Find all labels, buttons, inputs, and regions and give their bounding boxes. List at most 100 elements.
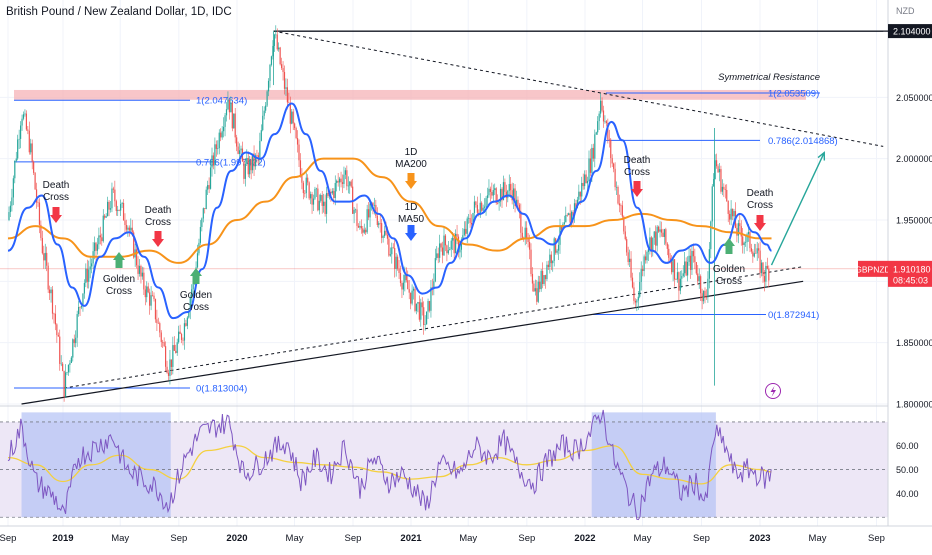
candle bbox=[571, 211, 573, 223]
candle bbox=[475, 201, 477, 205]
candle bbox=[59, 336, 61, 364]
candle bbox=[224, 115, 226, 127]
candle bbox=[93, 242, 96, 252]
candle bbox=[482, 207, 484, 211]
candle bbox=[231, 102, 233, 129]
candle bbox=[430, 287, 432, 311]
candle bbox=[704, 290, 706, 297]
candle bbox=[660, 229, 663, 233]
candle bbox=[243, 161, 245, 179]
candle bbox=[182, 339, 184, 341]
candle bbox=[146, 286, 148, 298]
candle bbox=[736, 227, 738, 236]
candle bbox=[743, 242, 745, 246]
y-tick-label: 1.800000 bbox=[896, 400, 932, 410]
candle bbox=[12, 178, 14, 198]
candle bbox=[115, 201, 117, 212]
candle bbox=[366, 209, 368, 233]
candle bbox=[391, 247, 393, 255]
golden-cross-label: Golden bbox=[180, 290, 212, 301]
candle bbox=[120, 203, 122, 211]
candle bbox=[208, 185, 210, 189]
candle bbox=[8, 212, 10, 220]
candle bbox=[513, 188, 515, 201]
candle bbox=[436, 253, 438, 259]
fib-label: 0(1.813004) bbox=[196, 384, 247, 395]
candle bbox=[747, 231, 750, 235]
candle bbox=[514, 188, 516, 207]
x-tick-label: Sep bbox=[0, 533, 16, 544]
candle bbox=[631, 277, 634, 288]
candle bbox=[125, 225, 128, 230]
candle bbox=[649, 237, 651, 250]
candle bbox=[295, 127, 297, 139]
rsi-pane bbox=[0, 405, 888, 521]
candle bbox=[441, 247, 444, 256]
candle bbox=[137, 265, 139, 274]
candle bbox=[165, 346, 167, 367]
candle bbox=[215, 144, 217, 149]
candle bbox=[753, 253, 755, 257]
rsi-tick-label: 50.00 bbox=[896, 465, 919, 475]
candle bbox=[33, 161, 35, 173]
candle bbox=[104, 215, 106, 218]
candle bbox=[692, 250, 694, 257]
candle bbox=[179, 331, 181, 334]
candle bbox=[424, 324, 426, 326]
candle bbox=[426, 311, 428, 325]
candle bbox=[527, 238, 529, 242]
candle bbox=[333, 191, 335, 199]
candle bbox=[700, 276, 702, 294]
candle bbox=[318, 200, 320, 211]
candle bbox=[550, 254, 552, 264]
candle bbox=[694, 256, 696, 263]
currency-label: NZD bbox=[896, 6, 915, 16]
candle bbox=[679, 278, 681, 291]
x-tick-label: Sep bbox=[345, 533, 362, 544]
x-tick-label: 2020 bbox=[226, 533, 247, 544]
candle bbox=[708, 249, 710, 279]
x-tick-label: May bbox=[809, 533, 827, 544]
candle bbox=[64, 372, 67, 397]
candle bbox=[415, 303, 418, 311]
candle bbox=[157, 323, 159, 324]
candle bbox=[294, 123, 296, 128]
candle bbox=[672, 259, 674, 273]
candle bbox=[730, 208, 732, 220]
candle bbox=[38, 202, 41, 225]
candle bbox=[629, 258, 631, 262]
candle bbox=[278, 47, 280, 50]
candle bbox=[353, 209, 355, 214]
candle bbox=[688, 255, 690, 262]
candle bbox=[540, 270, 542, 290]
death-cross-arrow-icon bbox=[631, 181, 643, 197]
candle bbox=[89, 266, 91, 270]
fib-label: 0.786(2.014868) bbox=[768, 136, 838, 147]
rsi-tick-label: 40.00 bbox=[896, 489, 919, 499]
fib-label: 1(2.047634) bbox=[196, 96, 247, 107]
candle bbox=[652, 237, 654, 252]
candle bbox=[659, 229, 661, 232]
candle bbox=[497, 203, 499, 204]
candle bbox=[347, 185, 349, 187]
candle bbox=[308, 182, 310, 199]
candle bbox=[153, 295, 155, 300]
candle bbox=[41, 237, 43, 254]
candle bbox=[647, 249, 650, 252]
candle bbox=[375, 204, 377, 216]
candle bbox=[520, 211, 522, 233]
candle bbox=[107, 201, 109, 217]
candle bbox=[228, 99, 230, 113]
candle bbox=[485, 198, 487, 207]
candle bbox=[373, 204, 375, 206]
candle bbox=[321, 195, 323, 206]
candle bbox=[737, 223, 739, 236]
candle bbox=[283, 71, 286, 89]
candle bbox=[72, 339, 74, 358]
candle bbox=[382, 236, 384, 238]
candle bbox=[492, 190, 494, 196]
candle bbox=[760, 262, 763, 274]
candle bbox=[595, 132, 597, 135]
resistance-zone bbox=[14, 89, 806, 100]
